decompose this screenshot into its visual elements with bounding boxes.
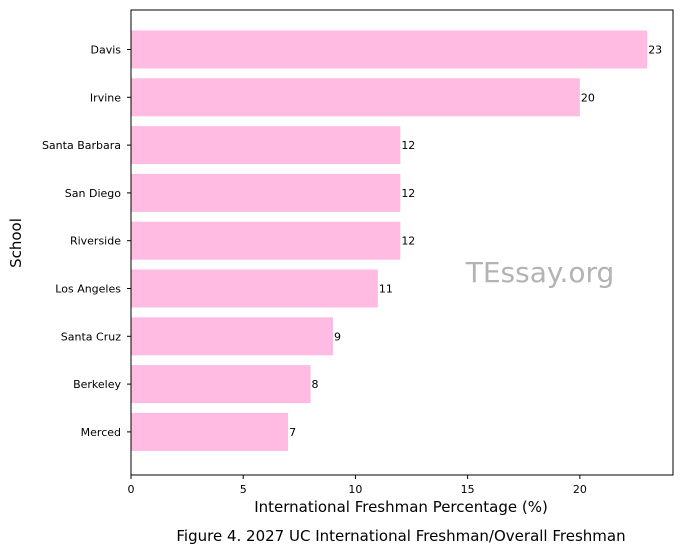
- data-label-davis: 23: [648, 44, 662, 57]
- watermark: TEssay.org: [465, 256, 615, 289]
- x-tick-label-20: 20: [573, 483, 587, 496]
- plot-frame: [130, 9, 674, 476]
- data-label-san-diego: 12: [401, 187, 415, 200]
- bars-group: [131, 30, 648, 451]
- x-axis-title: International Freshman Percentage (%): [254, 498, 548, 516]
- bar-berkeley: [131, 365, 311, 404]
- data-label-santa-barbara: 12: [401, 139, 415, 152]
- bar-los-angeles: [131, 269, 378, 308]
- x-tick-label-5: 5: [240, 483, 247, 496]
- data-label-riverside: 12: [401, 235, 415, 248]
- data-label-merced: 7: [289, 426, 296, 439]
- bar-riverside: [131, 221, 401, 260]
- x-tick-label-10: 10: [348, 483, 362, 496]
- y-axis-title: School: [7, 218, 25, 268]
- data-label-berkeley: 8: [312, 378, 319, 391]
- y-tick-label-davis: Davis: [90, 44, 121, 57]
- x-tick-label-15: 15: [461, 483, 475, 496]
- figure-caption: Figure 4. 2027 UC International Freshman…: [176, 527, 625, 545]
- data-label-los-angeles: 11: [379, 283, 393, 296]
- y-tick-label-los-angeles: Los Angeles: [55, 283, 121, 296]
- bar-merced: [131, 412, 289, 451]
- data-labels-group: 23 20 12 12 12 11 9 8 7: [289, 44, 662, 439]
- x-axis-ticks: 0 5 10 15 20: [128, 475, 587, 496]
- bar-irvine: [131, 78, 580, 117]
- y-tick-label-san-diego: San Diego: [65, 187, 121, 200]
- data-label-irvine: 20: [581, 91, 595, 104]
- y-axis-ticks: Davis Irvine Santa Barbara San Diego Riversi…: [42, 44, 131, 439]
- data-label-santa-cruz: 9: [334, 330, 341, 343]
- bar-davis: [131, 30, 648, 69]
- y-tick-label-berkeley: Berkeley: [73, 378, 121, 391]
- bar-san-diego: [131, 173, 401, 212]
- y-tick-label-merced: Merced: [81, 426, 121, 439]
- y-tick-label-santa-cruz: Santa Cruz: [61, 330, 121, 343]
- y-tick-label-irvine: Irvine: [90, 91, 121, 104]
- y-tick-label-santa-barbara: Santa Barbara: [42, 139, 121, 152]
- x-tick-label-0: 0: [128, 483, 135, 496]
- bar-santa-cruz: [131, 317, 333, 356]
- bar-santa-barbara: [131, 126, 401, 165]
- y-tick-label-riverside: Riverside: [70, 235, 121, 248]
